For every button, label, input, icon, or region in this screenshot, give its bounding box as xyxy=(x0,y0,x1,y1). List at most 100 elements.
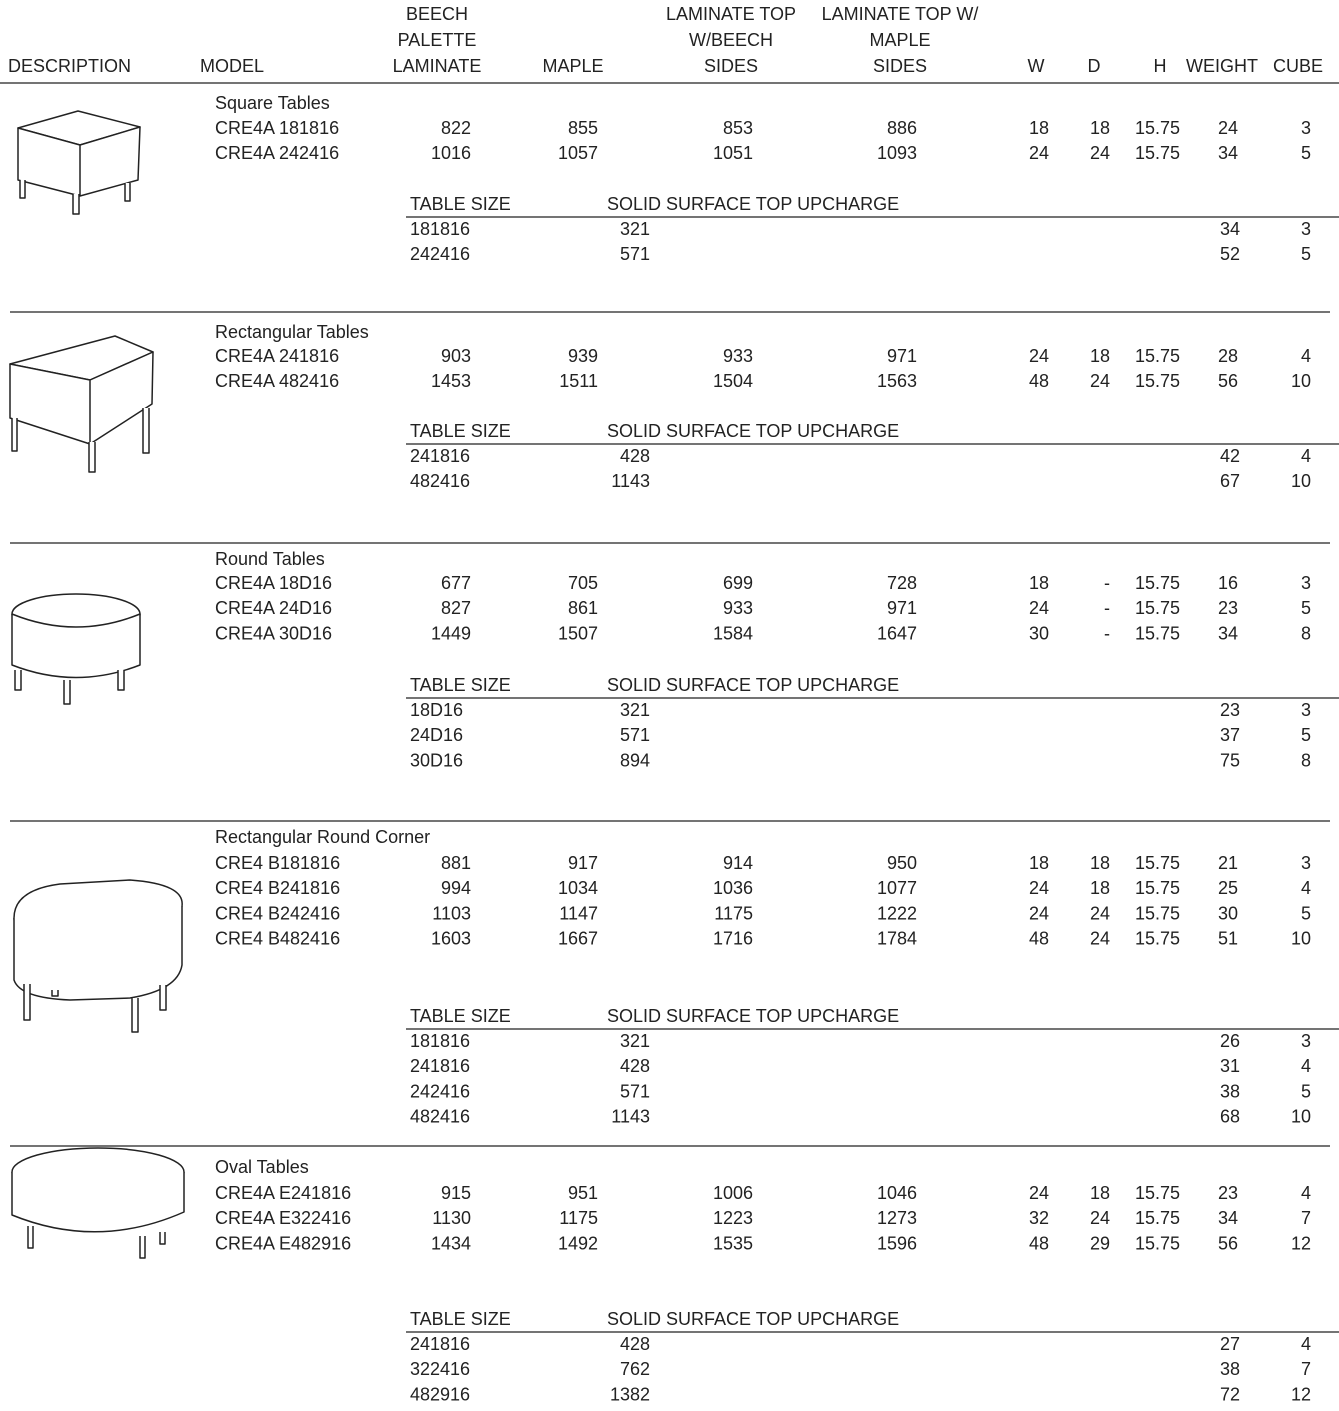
rectangular-table-illustration xyxy=(9,335,154,473)
upcharge-cell: 37 xyxy=(1220,725,1240,745)
cell: 24 xyxy=(1029,346,1049,366)
cell: 1036 xyxy=(713,878,753,898)
upcharge-cell: 5 xyxy=(1301,725,1311,745)
upcharge-cell: 38 xyxy=(1220,1081,1240,1101)
upcharge-cell: 4 xyxy=(1301,1056,1311,1076)
upcharge-cell: 242416 xyxy=(410,1081,470,1101)
cell: 1511 xyxy=(559,371,598,391)
upcharge-header: TABLE SIZE xyxy=(410,421,511,441)
column-header: D xyxy=(1088,56,1101,76)
cell: 677 xyxy=(441,573,471,593)
column-header: MAPLE xyxy=(869,30,930,50)
cell: 24 xyxy=(1090,371,1110,391)
upcharge-cell: 68 xyxy=(1220,1107,1240,1127)
cell: 24 xyxy=(1090,929,1110,949)
cell: 18 xyxy=(1029,853,1049,873)
cell: 853 xyxy=(723,118,753,138)
cell: 18 xyxy=(1029,118,1049,138)
model: CRE4A E241816 xyxy=(215,1183,351,1203)
upcharge-cell: 428 xyxy=(620,446,650,466)
model: CRE4 B242416 xyxy=(215,903,340,923)
cell: 1535 xyxy=(713,1233,753,1253)
section-title: Rectangular Round Corner xyxy=(215,827,430,847)
upcharge-cell: 241816 xyxy=(410,1056,470,1076)
upcharge-cell: 322416 xyxy=(410,1359,470,1379)
cell: 855 xyxy=(568,118,598,138)
upcharge-cell: 4 xyxy=(1301,1334,1311,1354)
column-header: CUBE xyxy=(1273,56,1323,76)
cell: 5 xyxy=(1301,598,1311,618)
illustrations xyxy=(9,110,185,1259)
upcharge-cell: 12 xyxy=(1291,1384,1311,1404)
cell: 1093 xyxy=(877,143,917,163)
column-header: BEECH xyxy=(406,4,468,24)
upcharge-cell: 72 xyxy=(1220,1384,1240,1404)
model: CRE4A 30D16 xyxy=(215,623,332,643)
model: CRE4 B181816 xyxy=(215,853,340,873)
cell: 1130 xyxy=(432,1208,471,1228)
section-title: Rectangular Tables xyxy=(215,322,369,342)
upcharge-cell: 482416 xyxy=(410,471,470,491)
cell: 1667 xyxy=(558,929,598,949)
column-header: LAMINATE TOP W/ xyxy=(822,4,979,24)
cell: 48 xyxy=(1029,371,1049,391)
cell: 15.75 xyxy=(1135,573,1180,593)
cell: 15.75 xyxy=(1135,1183,1180,1203)
cell: 933 xyxy=(723,346,753,366)
upcharge-cell: 10 xyxy=(1291,471,1311,491)
cell: 1222 xyxy=(877,903,917,923)
upcharge-cell: 894 xyxy=(620,750,650,770)
cell: 18 xyxy=(1090,853,1110,873)
cell: 24 xyxy=(1029,903,1049,923)
cell: 939 xyxy=(568,346,598,366)
cell: 24 xyxy=(1090,1208,1110,1228)
cell: 1034 xyxy=(558,878,598,898)
cell: 34 xyxy=(1218,623,1238,643)
upcharge-cell: 321 xyxy=(620,1031,650,1051)
cell: 23 xyxy=(1218,1183,1238,1203)
cell: 24 xyxy=(1029,598,1049,618)
column-header: MAPLE xyxy=(542,56,603,76)
upcharge-cell: 34 xyxy=(1220,219,1240,239)
cell: 994 xyxy=(441,878,471,898)
upcharge-header: TABLE SIZE xyxy=(410,1006,511,1026)
cell: 3 xyxy=(1301,573,1311,593)
cell: 51 xyxy=(1218,929,1238,949)
cell: 5 xyxy=(1301,903,1311,923)
cell: 3 xyxy=(1301,853,1311,873)
cell: 1784 xyxy=(877,929,917,949)
cell: 24 xyxy=(1029,1183,1049,1203)
column-header: SIDES xyxy=(873,56,927,76)
upcharge-header: SOLID SURFACE TOP UPCHARGE xyxy=(607,421,899,441)
cell: 827 xyxy=(441,598,471,618)
upcharge-header: TABLE SIZE xyxy=(410,194,511,214)
model: CRE4A E322416 xyxy=(215,1208,351,1228)
cell: 30 xyxy=(1218,903,1238,923)
oval-table-illustration xyxy=(11,1147,185,1259)
upcharge-cell: 321 xyxy=(620,219,650,239)
cell: 8 xyxy=(1301,623,1311,643)
cell: 1016 xyxy=(431,143,471,163)
column-header: W/BEECH xyxy=(689,30,773,50)
cell: - xyxy=(1104,573,1110,593)
cell: 4 xyxy=(1301,1183,1311,1203)
cell: 32 xyxy=(1029,1208,1049,1228)
cell: 1584 xyxy=(713,623,753,643)
cell: 21 xyxy=(1218,853,1238,873)
column-header: LAMINATE TOP xyxy=(666,4,796,24)
cell: 915 xyxy=(441,1183,471,1203)
cell: 10 xyxy=(1291,371,1311,391)
cell: 4 xyxy=(1301,346,1311,366)
cell: 7 xyxy=(1301,1208,1311,1228)
cell: 1103 xyxy=(432,903,471,923)
cell: 15.75 xyxy=(1135,1208,1180,1228)
model: CRE4 B241816 xyxy=(215,878,340,898)
upcharge-cell: 181816 xyxy=(410,1031,470,1051)
upcharge-cell: 7 xyxy=(1301,1359,1311,1379)
cell: 15.75 xyxy=(1135,903,1180,923)
column-header: MODEL xyxy=(200,56,264,76)
column-header: LAMINATE xyxy=(393,56,482,76)
cell: 30 xyxy=(1029,623,1049,643)
model: CRE4A 18D16 xyxy=(215,573,332,593)
cell: 728 xyxy=(887,573,917,593)
